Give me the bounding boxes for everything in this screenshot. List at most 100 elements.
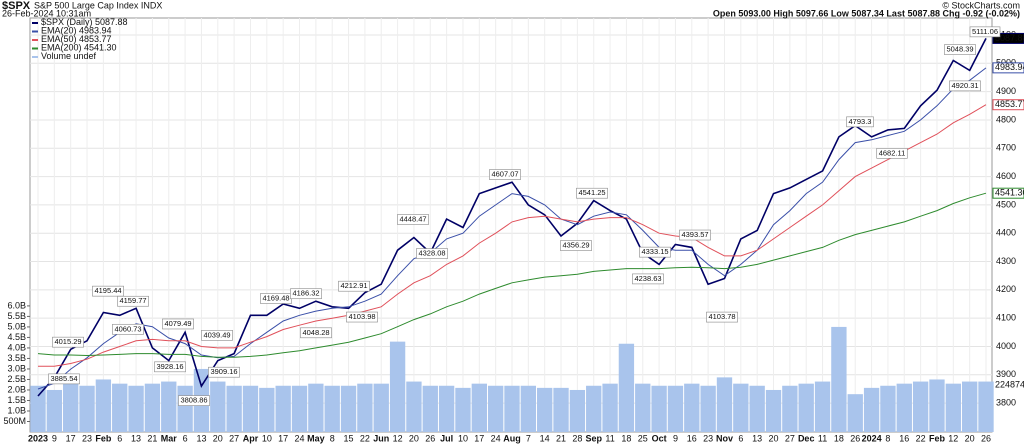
last-label: 4983.94: [995, 62, 1024, 72]
volume-bar: [700, 385, 716, 432]
annotation-box: [576, 187, 608, 199]
volume-bar: [667, 385, 684, 432]
x-tick-label: 17: [66, 433, 76, 443]
volume-bar: [275, 385, 291, 432]
x-tick-label: 25: [638, 433, 648, 443]
x-tick-label: Jul: [440, 433, 453, 443]
volume-bar: [847, 394, 863, 432]
x-tick-label: May: [307, 433, 325, 443]
annotation-box: [300, 327, 332, 339]
y-tick-label: 3900: [996, 369, 1016, 379]
legend-name: EMA(20): [41, 26, 77, 36]
volume-bar: [798, 383, 814, 432]
volume-bar: [602, 383, 618, 432]
annotation-box: [706, 311, 738, 323]
y-tick-label: 4900: [996, 86, 1016, 96]
price-annotation: 4920.31: [951, 81, 978, 90]
annotation-box: [632, 273, 664, 285]
price-annotation: 4159.77: [119, 296, 146, 305]
volume-bar: [291, 385, 308, 432]
annotation-box: [338, 280, 370, 292]
volume-bar: [537, 387, 553, 432]
last-flag: [992, 187, 1024, 199]
price-annotation: 4103.78: [708, 312, 735, 321]
volume-bar: [782, 385, 798, 432]
y2-tick-label: 6.0B: [7, 300, 26, 310]
volume-bar: [422, 385, 438, 432]
volume-bar: [406, 381, 422, 432]
volume-bar: [308, 383, 324, 432]
volume-bar: [340, 385, 357, 432]
volume-bar: [978, 381, 994, 432]
volume-bar: [324, 385, 340, 432]
y2-tick-label: 4.0B: [7, 342, 26, 352]
annotation-box: [290, 288, 322, 300]
volume-bar: [373, 383, 389, 432]
annotation-box: [560, 240, 592, 251]
x-tick-label: 9: [673, 433, 678, 443]
x-tick-label: 6: [738, 433, 743, 443]
x-tick-label: Apr: [243, 433, 259, 443]
date: 26-Feb-2024 10:31am: [2, 8, 91, 18]
x-tick-label: 6: [117, 433, 122, 443]
x-tick-label: 22: [916, 433, 926, 443]
volume-bar: [242, 385, 259, 432]
x-tick-label: 21: [556, 433, 566, 443]
price-annotation: 4328.08: [418, 249, 445, 258]
y2-tick-label: 2.0B: [7, 384, 26, 394]
y-tick-label: 4700: [996, 143, 1016, 153]
volume-bar: [651, 385, 667, 432]
annotation-box: [489, 169, 521, 180]
y-tick-label: 4400: [996, 228, 1016, 238]
price-annotation: 4060.73: [114, 324, 141, 333]
annotation-box: [178, 395, 210, 406]
annotation-box: [208, 366, 240, 378]
price-annotation: 4048.28: [302, 328, 329, 337]
price-annotation: 4682.11: [879, 148, 906, 157]
x-tick-label: Nov: [716, 433, 733, 443]
legend-label: Volume undef: [41, 51, 97, 61]
volume-bar: [716, 377, 733, 432]
annotation-box: [162, 318, 194, 330]
volume-bar: [929, 379, 945, 432]
price-annotation: 4103.98: [348, 312, 375, 321]
annotation-box: [639, 246, 671, 258]
annotation-box: [201, 329, 233, 341]
volume-bar: [30, 385, 46, 432]
volume-bar: [553, 387, 569, 432]
y-tick-label: 4200: [996, 284, 1016, 294]
volume-bar: [389, 341, 406, 432]
ema-line: [37, 192, 987, 358]
volume-bar: [569, 389, 586, 432]
volume-bar: [749, 385, 765, 432]
x-tick-label: 6: [183, 433, 188, 443]
volume-bar: [733, 383, 749, 432]
x-tick-label: Sep: [585, 433, 602, 443]
x-tick-label: 16: [687, 433, 697, 443]
volume-bar: [95, 379, 112, 432]
volume-bar: [357, 383, 373, 432]
x-tick-label: 10: [262, 433, 272, 443]
x-tick-label: 26: [850, 433, 860, 443]
x-tick-label: 14: [540, 433, 550, 443]
annotation-box: [48, 373, 80, 385]
volume-bar: [438, 385, 455, 432]
volume-bar: [765, 389, 782, 432]
volume-bar: [79, 385, 95, 432]
x-tick-label: 11: [818, 433, 827, 443]
x-tick-label: 26: [425, 433, 435, 443]
annotation-box: [949, 80, 981, 92]
volume-bar: [226, 385, 242, 432]
volume-bar: [618, 343, 635, 432]
x-tick-label: 20: [965, 433, 975, 443]
x-tick-label: 22: [360, 433, 370, 443]
x-tick-label: 9: [52, 433, 57, 443]
legend-label: EMA(20) 4983.94: [41, 26, 112, 36]
price-annotation: 3928.16: [156, 362, 183, 371]
volume-bar: [455, 387, 471, 432]
price-annotation: 3909.16: [210, 367, 237, 376]
legend-value: 4983.94: [79, 26, 112, 36]
annotation-box: [679, 229, 711, 241]
y2-tick-label: 4.5B: [7, 332, 26, 342]
